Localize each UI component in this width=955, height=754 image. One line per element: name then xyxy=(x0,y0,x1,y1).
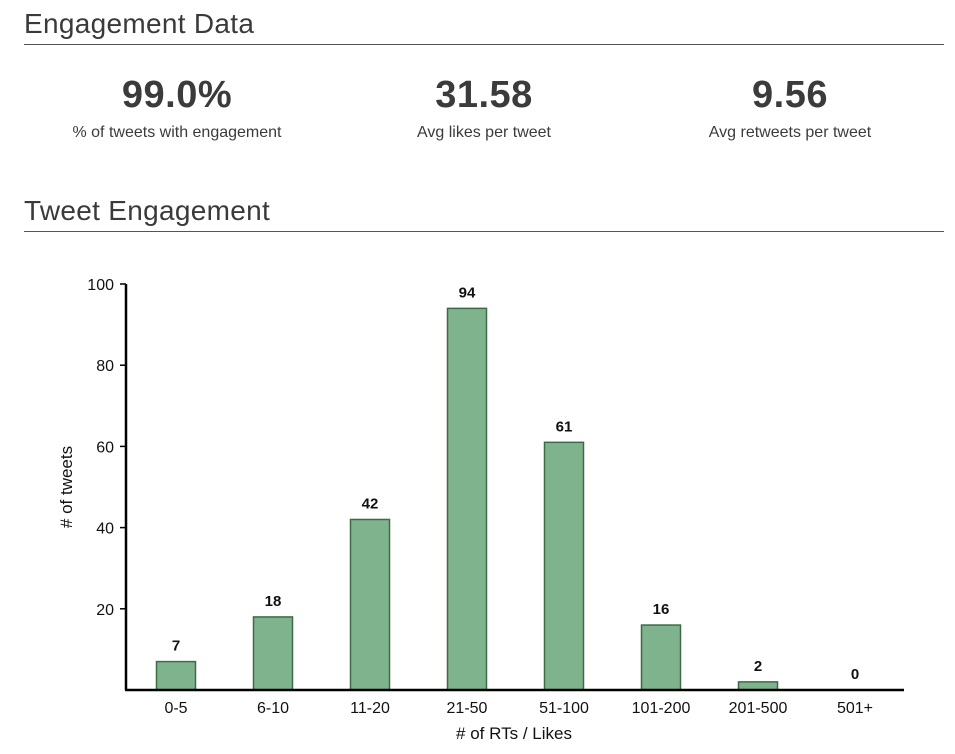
bars-layer xyxy=(155,307,779,691)
y-tick-label: 20 xyxy=(96,602,114,619)
x-tick-label: 0-5 xyxy=(164,700,187,717)
stat-value: 9.56 xyxy=(752,74,828,116)
x-axis: 0-5 6-10 11-20 21-50 51-100 101-200 201-500 501… xyxy=(125,688,904,717)
data-label: 16 xyxy=(653,601,670,618)
y-axis: 20 40 60 80 100 xyxy=(87,277,128,690)
data-label: 0 xyxy=(851,666,859,683)
data-label: 61 xyxy=(556,418,573,435)
x-tick-label: 11-20 xyxy=(350,700,390,717)
x-tick-label: 201-500 xyxy=(729,700,788,717)
stat-label: Avg likes per tweet xyxy=(417,124,551,141)
engagement-data-title: Engagement Data xyxy=(24,8,944,45)
data-labels-layer: 7 18 42 94 61 16 2 0 xyxy=(172,284,859,683)
stat-label: % of tweets with engagement xyxy=(72,124,282,141)
stat-engagement-percent: 99.0% % of tweets with engagement xyxy=(27,72,327,142)
bar-101-200 xyxy=(640,624,682,691)
stat-value: 31.58 xyxy=(435,74,533,116)
x-tick-label: 51-100 xyxy=(539,700,589,717)
stat-avg-likes: 31.58 Avg likes per tweet xyxy=(334,72,634,142)
bar-11-20 xyxy=(349,518,391,691)
stat-label: Avg retweets per tweet xyxy=(708,124,872,141)
y-tick-label: 40 xyxy=(96,521,114,538)
y-tick-label: 100 xyxy=(87,277,114,294)
bar-51-100 xyxy=(543,441,585,691)
data-label: 7 xyxy=(172,638,180,655)
bar-6-10 xyxy=(252,616,294,691)
stat-value: 99.0% xyxy=(121,74,233,116)
x-tick-label: 21-50 xyxy=(447,700,488,717)
y-tick-label: 60 xyxy=(96,439,114,456)
bar-0-5 xyxy=(155,660,197,691)
y-axis-label: # of tweets xyxy=(57,446,76,528)
stat-avg-retweets: 9.56 Avg retweets per tweet xyxy=(640,72,940,142)
y-tick-label: 80 xyxy=(96,358,114,375)
tweet-engagement-title: Tweet Engagement xyxy=(24,195,944,232)
data-label: 2 xyxy=(754,658,762,675)
x-tick-label: 501+ xyxy=(837,700,873,717)
x-axis-label: # of RTs / Likes xyxy=(456,724,572,743)
x-tick-label: 6-10 xyxy=(257,700,289,717)
data-label: 94 xyxy=(459,284,476,301)
bar-21-50 xyxy=(446,307,488,691)
data-label: 42 xyxy=(362,495,379,512)
data-label: 18 xyxy=(265,593,282,610)
x-tick-label: 101-200 xyxy=(632,700,691,717)
